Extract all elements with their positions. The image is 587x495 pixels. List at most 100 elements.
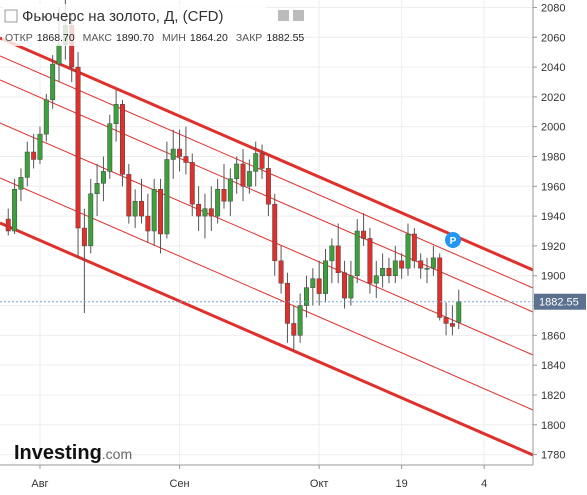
candle-body — [323, 260, 328, 294]
candle-body — [164, 159, 170, 235]
header-bg — [2, 4, 266, 46]
candle-body — [24, 151, 30, 178]
y-tick-label: 1820 — [541, 390, 565, 402]
legend-value: 1864.20 — [190, 32, 228, 44]
candle-body — [139, 200, 144, 217]
settings-icon[interactable] — [293, 10, 304, 21]
marker[interactable] — [445, 232, 461, 248]
candle-body — [418, 260, 424, 269]
y-tick-label: 2060 — [541, 32, 565, 44]
candle-body — [284, 282, 290, 324]
candle-body — [177, 148, 183, 157]
candle-body — [424, 268, 430, 270]
candle-body — [437, 257, 443, 318]
candle-body — [170, 148, 176, 160]
candle-body — [310, 278, 316, 288]
candle-body — [208, 208, 214, 217]
last-price-label: 1882.55 — [539, 297, 579, 309]
channel-lines — [0, 36, 534, 457]
y-tick-label: 2000 — [541, 122, 565, 134]
candle-body — [297, 305, 303, 336]
legend-name: МИН — [162, 32, 186, 44]
legend-value: 1882.55 — [266, 32, 304, 44]
candle-body — [215, 189, 221, 217]
candle-body — [342, 272, 348, 299]
ohlc-legend: ОТКР 1868.70 МАКС 1890.70 МИН 1864.20 ЗАКР 1882… — [5, 32, 304, 44]
logo-suffix: .com — [102, 446, 132, 462]
y-tick-label: 1940 — [541, 211, 565, 223]
y-tick-label: 2080 — [541, 2, 565, 14]
candle-body — [12, 189, 18, 232]
candle-body — [449, 323, 455, 327]
legend-name: МАКС — [83, 32, 113, 44]
candle-body — [272, 203, 278, 262]
marker-label: P — [450, 236, 457, 247]
candle-body — [348, 275, 354, 299]
candle-body — [5, 218, 11, 232]
candle-body — [107, 123, 113, 172]
candle-body — [234, 163, 240, 180]
candle-body — [386, 268, 392, 276]
candle-body — [189, 162, 195, 205]
x-tick-label: 4 — [481, 478, 487, 490]
y-tick-label: 2020 — [541, 92, 565, 104]
candle-body — [411, 233, 417, 262]
y-tick-label: 1840 — [541, 360, 565, 372]
grid — [0, 0, 533, 465]
legend-value: 1868.70 — [37, 32, 75, 44]
y-tick-label: 1780 — [541, 450, 565, 462]
candle-body — [100, 171, 106, 184]
candle-body — [253, 153, 259, 172]
candle-body — [304, 287, 309, 306]
candle-body — [380, 268, 386, 276]
candles — [5, 0, 462, 351]
candle-body — [183, 156, 189, 163]
y-tick-label: 1960 — [541, 181, 565, 193]
candle-body — [145, 215, 151, 232]
settings-icon[interactable] — [278, 10, 289, 21]
candle-body — [240, 163, 246, 187]
channel-line — [0, 36, 534, 272]
last-price-box — [534, 293, 586, 310]
candle-body — [196, 203, 202, 217]
candle-body — [373, 275, 379, 284]
candle-body — [399, 260, 405, 269]
candle-body — [335, 245, 341, 273]
candle-body — [329, 245, 335, 262]
y-tick-label: 1860 — [541, 330, 565, 342]
logo-main: Investing — [14, 442, 102, 464]
candle-body — [94, 183, 100, 194]
x-tick-label: Сен — [169, 478, 189, 490]
candle-body — [456, 301, 462, 323]
candle-body — [113, 104, 119, 124]
candle-body — [56, 44, 62, 65]
candle-body — [227, 178, 233, 202]
x-tick-label: 19 — [396, 478, 408, 490]
candle-body — [18, 177, 24, 190]
y-tick-label: 1900 — [541, 271, 565, 283]
candle-body — [430, 257, 436, 269]
candle-body — [405, 233, 411, 269]
candle-body — [316, 278, 322, 294]
candle-body — [75, 66, 81, 229]
chart-title: Фьючерс на золото, Д, (CFD) — [22, 8, 223, 25]
candle-body — [367, 238, 373, 284]
candle-body — [119, 104, 125, 175]
legend-name: ЗАКР — [236, 32, 262, 44]
y-tick-label: 1980 — [541, 151, 565, 163]
candle-body — [246, 171, 252, 187]
y-tick-label: 2040 — [541, 62, 565, 74]
candle-body — [50, 63, 56, 101]
collapse-icon[interactable] — [4, 9, 18, 23]
candle-body — [151, 189, 157, 232]
x-tick-label: Окт — [310, 478, 329, 490]
y-tick-label: 1920 — [541, 241, 565, 253]
candle-body — [202, 208, 208, 217]
candle-body — [37, 133, 43, 160]
candle-body — [43, 99, 49, 135]
candle-body — [443, 317, 449, 324]
candle-body — [265, 168, 271, 205]
candle-body — [278, 260, 284, 284]
